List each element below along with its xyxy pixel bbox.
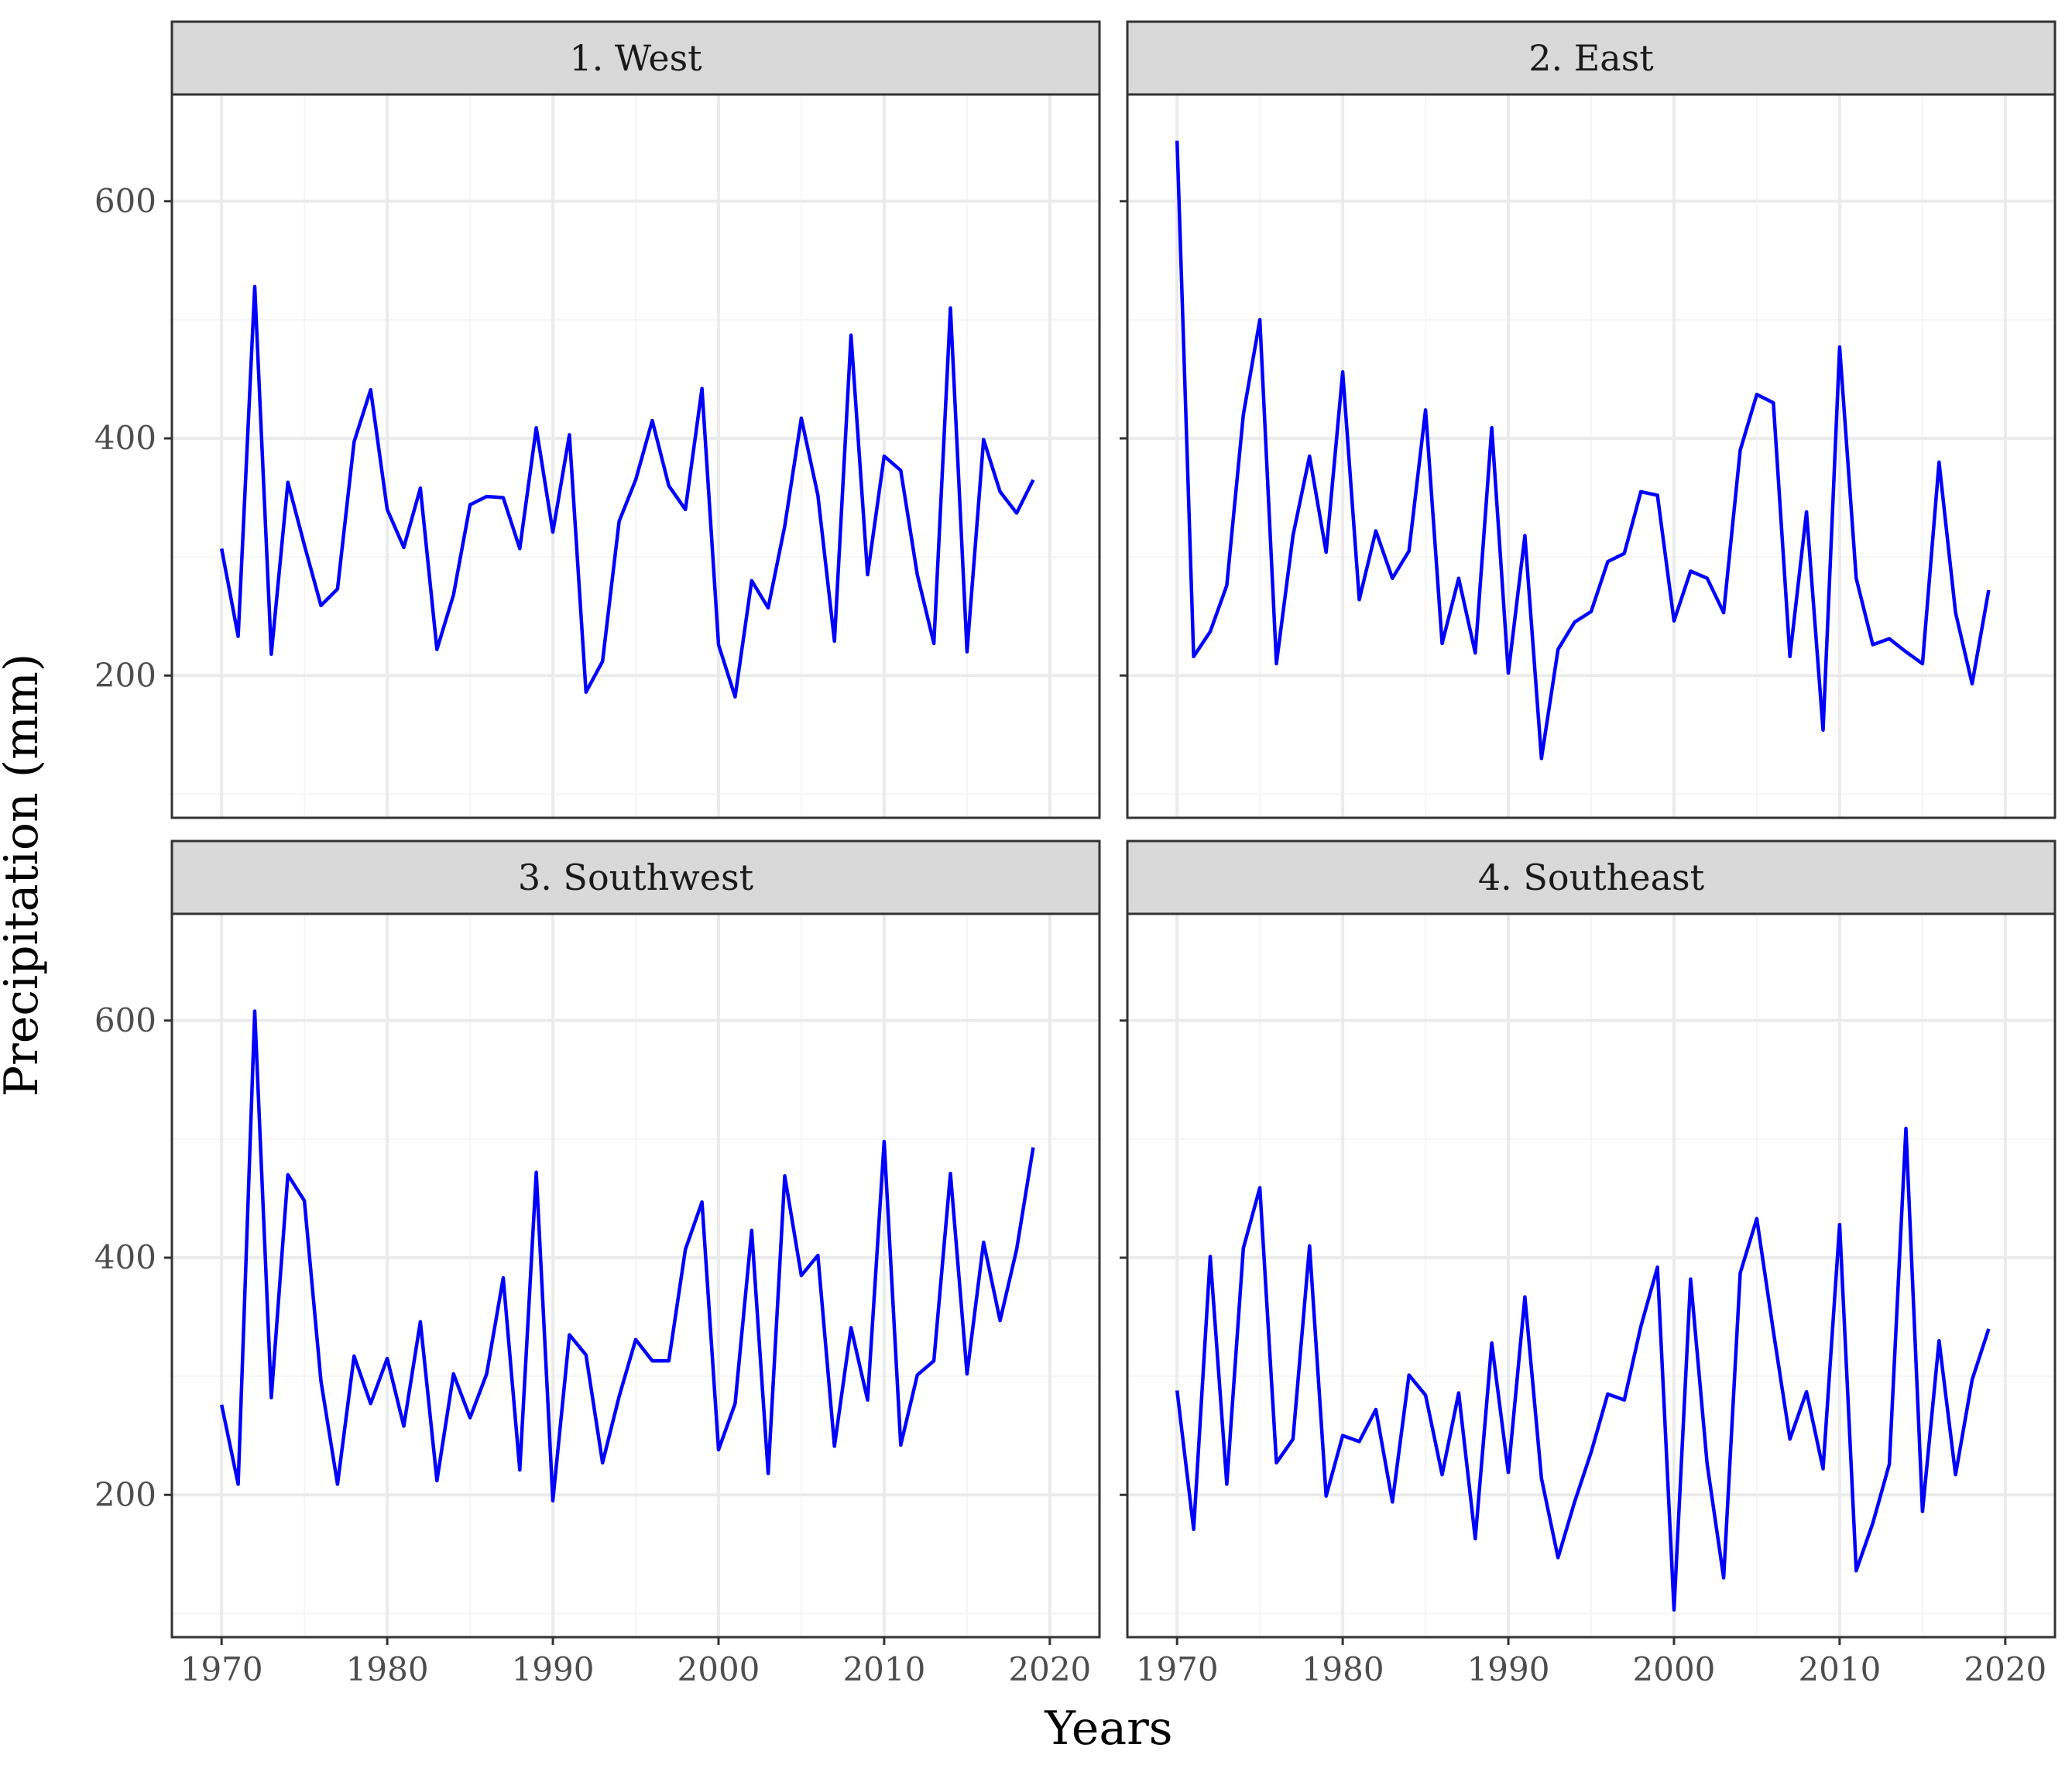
series-line xyxy=(219,284,1035,699)
panels-layer: 1. West 200 400 600 2. East 3. Southwest 200 40… xyxy=(94,20,2057,1688)
x-tick-label: 2000 xyxy=(1633,1650,1716,1688)
facet-strip xyxy=(170,20,1101,96)
panel-southwest: 3. Southwest 200 400 600 1970 1980 1990 2000 201… xyxy=(94,839,1101,1688)
x-tick-label: 1980 xyxy=(1302,1650,1384,1688)
y-tick-label: 200 xyxy=(94,656,156,694)
y-tick-label: 600 xyxy=(94,1001,156,1039)
series-line xyxy=(1175,140,1991,760)
series-line xyxy=(1175,1126,1991,1612)
y-tick-label: 600 xyxy=(94,182,156,220)
x-tick-label: 2010 xyxy=(1798,1650,1881,1688)
x-tick-label: 1970 xyxy=(1136,1650,1219,1688)
facet-strip-label: 2. East xyxy=(1528,37,1654,79)
facet-strip xyxy=(170,839,1101,915)
y-tick-label: 400 xyxy=(94,419,156,457)
y-tick-label: 200 xyxy=(94,1475,156,1513)
panel-southeast: 4. Southeast 1970 1980 1990 2000 2010 2020 xyxy=(1120,839,2057,1688)
facet-strip xyxy=(1126,839,2057,915)
x-tick-label: 1980 xyxy=(346,1650,429,1688)
facet-strip-label: 4. Southeast xyxy=(1478,857,1705,898)
x-tick-label: 2000 xyxy=(678,1650,760,1688)
series-line xyxy=(219,1009,1035,1503)
x-tick-label: 1990 xyxy=(512,1650,595,1688)
facet-strip-label: 3. Southwest xyxy=(518,857,754,898)
facet-strip xyxy=(1126,20,2057,96)
x-tick-label: 2020 xyxy=(1964,1650,2046,1688)
x-axis-title: Years xyxy=(1044,1701,1172,1756)
panel-west: 1. West 200 400 600 xyxy=(94,20,1101,819)
y-tick-label: 400 xyxy=(94,1238,156,1276)
panel-east: 2. East xyxy=(1120,20,2057,819)
x-tick-label: 1990 xyxy=(1467,1650,1550,1688)
x-tick-label: 2010 xyxy=(842,1650,925,1688)
x-tick-label: 2020 xyxy=(1008,1650,1091,1688)
facet-strip-label: 1. West xyxy=(569,37,702,79)
y-axis-title: Precipitation (mm) xyxy=(0,654,49,1097)
x-tick-label: 1970 xyxy=(180,1650,263,1688)
